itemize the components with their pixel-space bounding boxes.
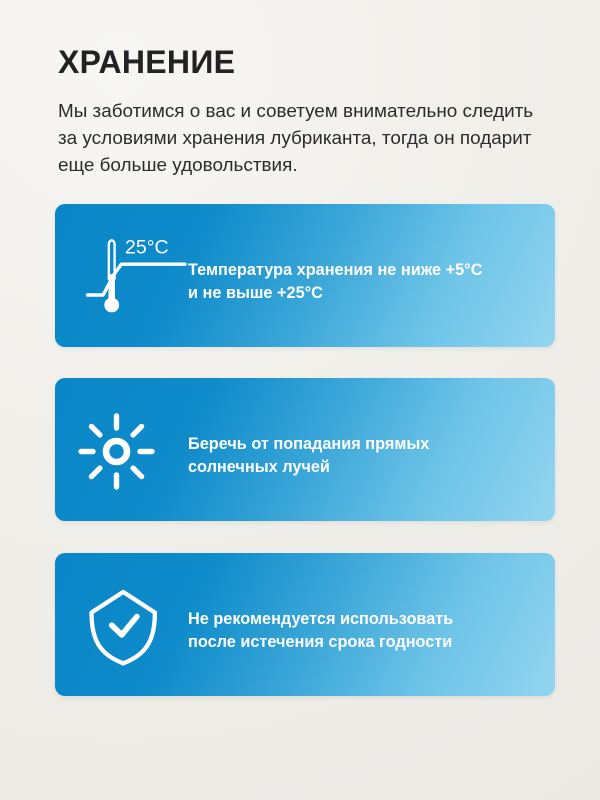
svg-text:25°C: 25°C <box>125 236 169 258</box>
